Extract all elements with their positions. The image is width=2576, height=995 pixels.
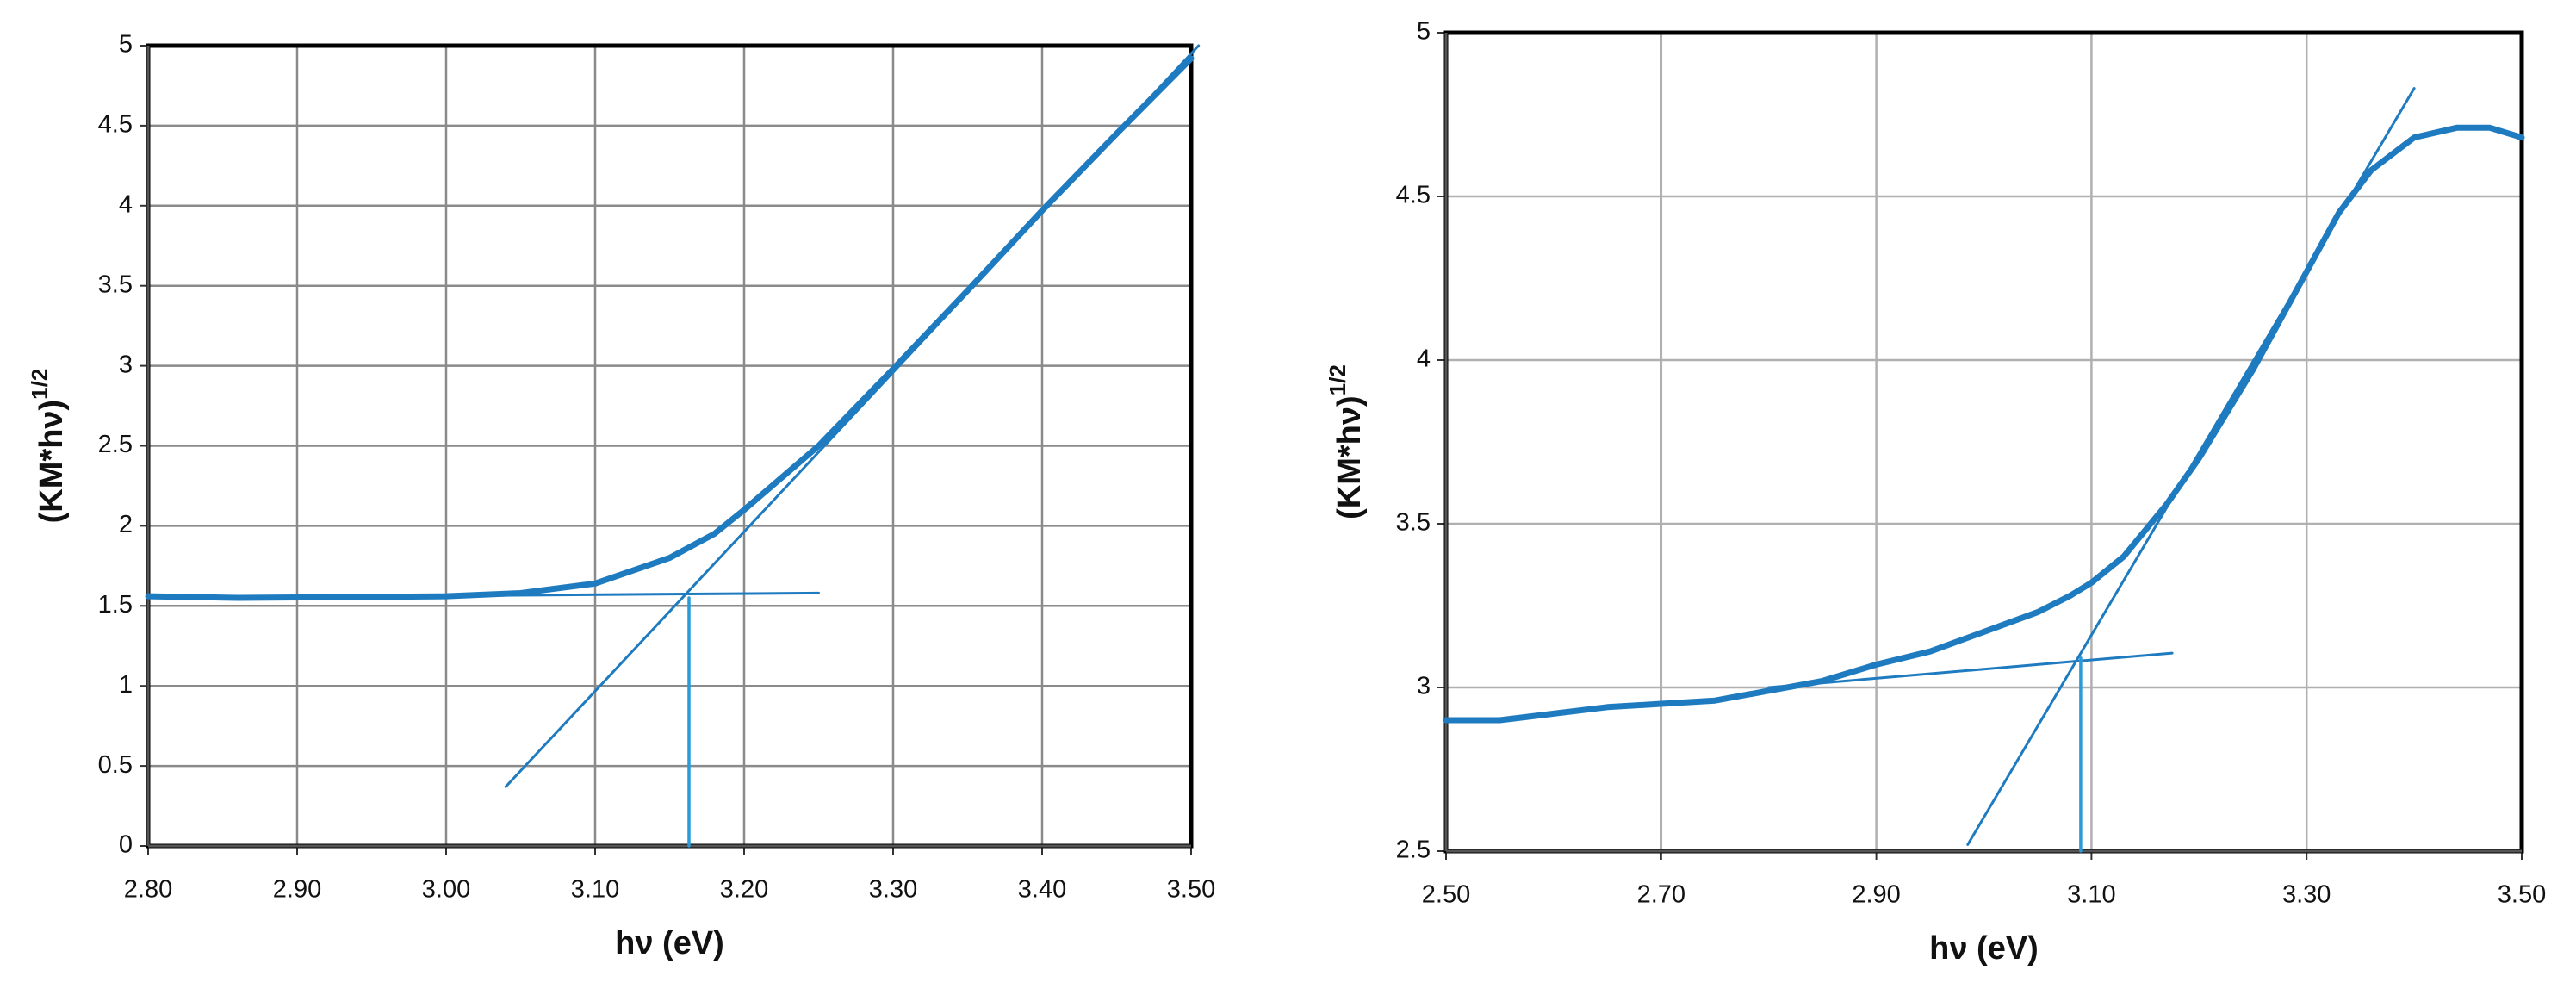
y-tick-label: 5 [119, 31, 133, 59]
data-line [146, 591, 820, 600]
y-tick-label: 3 [1417, 673, 1431, 700]
data-line [1966, 87, 2416, 846]
y-axis-title-superscript: 1/2 [27, 369, 53, 400]
y-tick-label: 2.5 [1396, 836, 1431, 864]
x-tick-label: 3.50 [2498, 881, 2546, 909]
y-tick-label: 0.5 [98, 751, 133, 779]
y-axis-title: (KM*hν)1/2 [1325, 364, 1368, 519]
y-tick-label: 1 [119, 671, 133, 699]
y-tick-label: 0 [119, 831, 133, 859]
x-tick-label: 2.90 [1852, 881, 1900, 909]
x-tick-label: 2.50 [1422, 881, 1470, 909]
y-tick-label: 2.5 [98, 431, 133, 458]
x-tick-label: 2.90 [273, 876, 321, 904]
x-tick-label: 2.70 [1637, 881, 1685, 909]
data-line [145, 55, 1195, 601]
x-axis-title: hν (eV) [1929, 930, 2039, 967]
data-line [1767, 651, 2174, 689]
y-tick-label: 5 [1417, 18, 1431, 46]
x-tick-label: 3.40 [1018, 876, 1066, 904]
y-tick-label: 1.5 [98, 591, 133, 619]
data-line [504, 44, 1201, 788]
y-tick-label: 3 [119, 351, 133, 378]
x-tick-label: 3.30 [2282, 881, 2331, 909]
y-tick-label: 4.5 [1396, 182, 1431, 209]
y-tick-label: 4 [1417, 345, 1431, 373]
y-tick-label: 3.5 [98, 271, 133, 298]
x-tick-label: 3.10 [2067, 881, 2115, 909]
y-axis-title-superscript: 1/2 [1325, 364, 1350, 395]
data-line [1443, 124, 2525, 724]
y-tick-label: 4 [119, 190, 133, 218]
chart: 2.5 3 3.5 4 4.5 5 2.50 2.70 2.90 3.10 3.30 3.50 hν (… [1325, 18, 2546, 967]
x-tick-label: 3.30 [869, 876, 917, 904]
x-tick-label: 3.50 [1167, 876, 1215, 904]
x-tick-label: 3.20 [720, 876, 768, 904]
plot-frame [1443, 30, 2524, 854]
x-tick-label: 3.10 [571, 876, 619, 904]
y-tick-label: 2 [119, 511, 133, 538]
y-tick-label: 4.5 [98, 111, 133, 139]
y-axis-title-main: (KM*hν) [1331, 395, 1368, 519]
x-tick-label: 3.00 [422, 876, 470, 904]
y-axis-title: (KM*hν)1/2 [27, 369, 70, 524]
y-tick-label: 3.5 [1396, 509, 1431, 537]
chart: 0 0.5 1 1.5 2 2.5 3 3.5 4 4.5 5 2.80 2.90 3.00 3.10 3.2… [27, 31, 1215, 961]
x-axis-title: hν (eV) [615, 925, 724, 961]
y-axis-title-main: (KM*hν) [34, 400, 70, 524]
x-tick-label: 2.80 [124, 876, 172, 904]
